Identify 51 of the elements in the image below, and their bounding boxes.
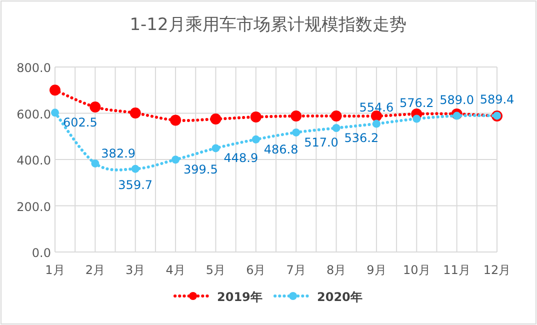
x-tick-label: 11月 [443,263,470,277]
x-tick-label: 5月 [206,263,226,277]
data-label: 554.6 [359,100,394,115]
point [372,120,380,128]
data-label: 589.0 [440,92,474,107]
x-tick-label: 9月 [366,263,386,277]
point [170,114,182,126]
point [252,135,260,144]
point [292,128,300,136]
x-tick-label: 6月 [246,263,266,277]
data-label: 602.5 [63,116,98,130]
point [210,114,222,125]
y-tick-label: 0.0 [32,246,51,260]
point [212,144,220,152]
y-tick-label: 600.0 [16,107,51,122]
x-tick-label: 2月 [85,263,105,277]
x-tick-label: 3月 [126,263,146,277]
data-label: 382.9 [101,146,136,160]
data-label: 448.9 [224,151,258,166]
point [290,110,302,122]
point [130,108,141,119]
data-label: 536.2 [344,131,379,146]
point [250,111,262,122]
point [332,124,340,132]
data-label: 589.4 [480,92,514,107]
x-tick-label: 1月 [45,263,65,277]
x-tick-label: 4月 [166,263,186,277]
data-label: 576.2 [399,96,434,110]
data-label: 399.5 [184,162,218,177]
data-label: 517.0 [304,135,338,150]
point [412,114,421,123]
legend-label: 2019年 [217,290,262,304]
data-label: 359.7 [118,178,153,192]
data-label: 486.8 [264,142,298,156]
y-tick-label: 200.0 [16,200,51,214]
legend-label: 2020年 [317,290,362,304]
y-tick-label: 800.0 [16,61,51,75]
point [91,159,100,168]
point [172,156,180,164]
point [330,110,342,122]
point [50,84,60,96]
title: 1-12月乘用车市场累计规模指数走势 [130,15,406,35]
point [131,164,140,173]
point [51,108,59,117]
y-tick-label: 400.0 [16,154,51,168]
point [90,102,101,113]
x-tick-label: 12月 [483,263,511,277]
x-tick-label: 10月 [402,263,430,277]
x-tick-label: 7月 [286,263,306,277]
point [452,112,461,120]
x-tick-label: 8月 [326,263,346,277]
